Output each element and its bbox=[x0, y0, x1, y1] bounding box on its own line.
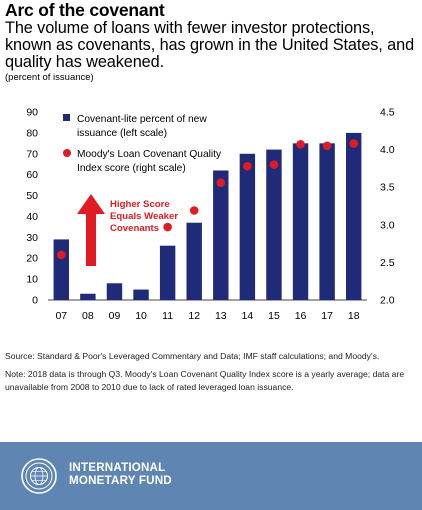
x-tick-label: 17 bbox=[321, 310, 333, 322]
annotation-text: Higher Score bbox=[110, 199, 170, 210]
y-left-tick-label: 10 bbox=[26, 274, 38, 286]
legend-bar-label: issuance (left scale) bbox=[77, 128, 167, 139]
chart-title: Arc of the covenant bbox=[5, 0, 165, 20]
y-right-tick-label: 3.5 bbox=[380, 182, 395, 194]
annotation-up-arrow bbox=[77, 194, 105, 266]
bar bbox=[133, 289, 149, 300]
score-dot bbox=[243, 161, 252, 171]
bar bbox=[159, 245, 176, 300]
bar bbox=[186, 222, 202, 300]
x-tick-label: 09 bbox=[109, 310, 121, 322]
x-tick-label: 16 bbox=[295, 310, 307, 322]
legend-dot-swatch bbox=[63, 149, 71, 157]
legend-bar-swatch bbox=[63, 114, 70, 121]
bar bbox=[239, 153, 256, 300]
score-dot bbox=[216, 178, 226, 187]
annotation-text: Equals Weaker bbox=[110, 211, 178, 222]
y-left-tick-label: 80 bbox=[26, 127, 38, 139]
x-tick-label: 15 bbox=[268, 310, 280, 322]
score-dot bbox=[269, 160, 279, 169]
bar bbox=[53, 239, 70, 300]
x-tick-label: 14 bbox=[242, 310, 254, 322]
bar bbox=[213, 170, 229, 300]
bar bbox=[319, 143, 335, 300]
y-left-tick-label: 30 bbox=[26, 232, 38, 244]
legend-dot-label: Index score (right scale) bbox=[77, 163, 186, 174]
bar bbox=[345, 132, 362, 300]
y-left-tick-label: 0 bbox=[32, 295, 38, 307]
legend-dot-label: Moody's Loan Covenant Quality bbox=[77, 149, 222, 160]
x-tick-label: 12 bbox=[188, 310, 200, 322]
bar bbox=[292, 143, 309, 300]
imf-name-line2: MONETARY FUND bbox=[69, 473, 172, 487]
x-tick-label: 11 bbox=[162, 310, 173, 322]
x-tick-label: 18 bbox=[348, 310, 360, 322]
x-tick-label: 07 bbox=[55, 310, 67, 322]
source-note: Source: Standard & Poor's Leveraged Comm… bbox=[5, 351, 380, 361]
annotation-text: Covenants bbox=[110, 223, 159, 234]
y-left-tick-label: 50 bbox=[26, 190, 38, 202]
x-tick-label: 08 bbox=[82, 310, 94, 322]
score-dot bbox=[296, 140, 305, 149]
score-dot bbox=[189, 206, 199, 215]
y-right-tick-label: 4.5 bbox=[380, 107, 395, 119]
y-right-tick-label: 3.0 bbox=[380, 219, 395, 231]
score-dot bbox=[322, 141, 332, 151]
x-tick-label: 10 bbox=[135, 310, 147, 322]
y-left-tick-label: 40 bbox=[26, 211, 38, 223]
bar-scatter-chart: 0 10 20 30 40 50 60 70 80 90 2.0 2.5 3.0 3.5 4.0 4.5 07 0… bbox=[26, 107, 395, 323]
score-dot bbox=[349, 139, 359, 148]
bar bbox=[266, 149, 282, 300]
unit-label: (percent of issuance) bbox=[5, 72, 94, 83]
chart-subtitle: The volume of loans with fewer investor … bbox=[5, 19, 415, 72]
imf-seal-icon bbox=[21, 458, 57, 494]
score-dot bbox=[56, 250, 66, 260]
x-tick-label: 13 bbox=[215, 310, 227, 322]
y-left-tick-label: 60 bbox=[26, 169, 38, 181]
y-left-tick-label: 20 bbox=[26, 253, 38, 265]
imf-name: INTERNATIONAL MONETARY FUND bbox=[69, 461, 172, 487]
legend-bar-label: Covenant-lite percent of new bbox=[77, 114, 207, 125]
bar bbox=[106, 283, 123, 300]
y-left-tick-label: 70 bbox=[26, 148, 38, 160]
score-dot bbox=[163, 222, 172, 232]
bar bbox=[80, 293, 96, 300]
y-left-tick-label: 90 bbox=[26, 107, 38, 119]
y-right-tick-label: 2.0 bbox=[380, 295, 395, 307]
imf-footer: INTERNATIONAL MONETARY FUND bbox=[0, 442, 422, 510]
y-right-tick-label: 2.5 bbox=[380, 257, 395, 269]
data-note: Note: 2018 data is through Q3. Moody's L… bbox=[5, 369, 405, 392]
y-right-tick-label: 4.0 bbox=[380, 144, 395, 156]
notes: Source: Standard & Poor's Leveraged Comm… bbox=[5, 350, 415, 394]
imf-name-line1: INTERNATIONAL bbox=[69, 461, 166, 474]
